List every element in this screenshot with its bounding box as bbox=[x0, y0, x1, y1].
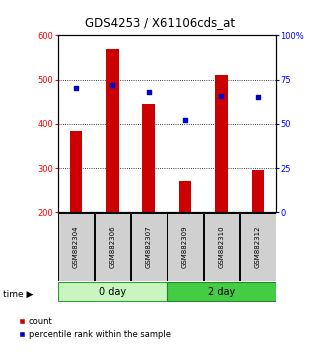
Text: GSM882307: GSM882307 bbox=[146, 225, 152, 268]
Text: 0 day: 0 day bbox=[99, 286, 126, 297]
Text: GSM882312: GSM882312 bbox=[255, 225, 261, 268]
Text: GDS4253 / X61106cds_at: GDS4253 / X61106cds_at bbox=[85, 16, 236, 29]
Bar bbox=[215, 75, 228, 212]
FancyBboxPatch shape bbox=[204, 213, 239, 281]
FancyBboxPatch shape bbox=[58, 282, 167, 301]
Point bbox=[74, 86, 79, 91]
Point bbox=[255, 95, 260, 100]
Bar bbox=[106, 48, 119, 212]
FancyBboxPatch shape bbox=[131, 213, 167, 281]
Text: GSM882304: GSM882304 bbox=[73, 225, 79, 268]
FancyBboxPatch shape bbox=[58, 213, 94, 281]
Legend: count, percentile rank within the sample: count, percentile rank within the sample bbox=[17, 316, 172, 340]
FancyBboxPatch shape bbox=[94, 213, 130, 281]
Point bbox=[146, 89, 151, 95]
Bar bbox=[143, 104, 155, 212]
Point bbox=[183, 118, 188, 123]
Point bbox=[219, 93, 224, 98]
FancyBboxPatch shape bbox=[240, 213, 276, 281]
Bar bbox=[179, 181, 192, 212]
Text: GSM882306: GSM882306 bbox=[109, 225, 115, 268]
FancyBboxPatch shape bbox=[167, 213, 203, 281]
Bar bbox=[252, 170, 264, 212]
Point bbox=[110, 82, 115, 88]
Text: time ▶: time ▶ bbox=[3, 290, 34, 299]
Text: GSM882310: GSM882310 bbox=[219, 225, 224, 268]
Text: 2 day: 2 day bbox=[208, 286, 235, 297]
Text: GSM882309: GSM882309 bbox=[182, 225, 188, 268]
Bar bbox=[70, 131, 82, 212]
FancyBboxPatch shape bbox=[167, 282, 276, 301]
